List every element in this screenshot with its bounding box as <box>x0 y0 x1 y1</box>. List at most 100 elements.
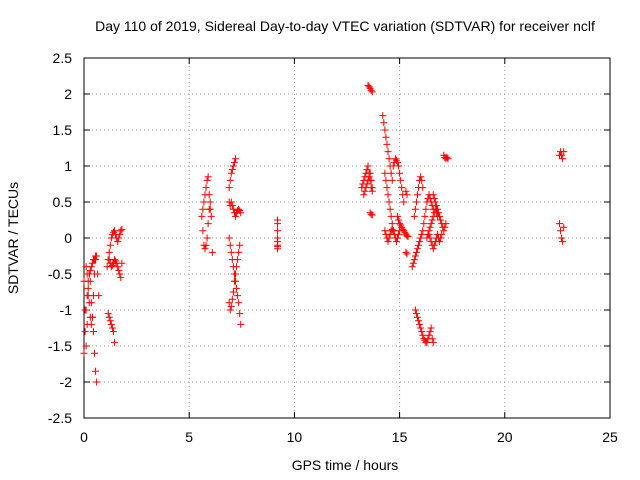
chart-title: Day 110 of 2019, Sidereal Day-to-day VTE… <box>95 18 595 34</box>
y-tick-label: -2 <box>60 374 73 390</box>
data-point-marker <box>367 176 375 184</box>
data-point-marker <box>396 169 404 177</box>
data-point-marker <box>81 328 89 336</box>
data-point-marker <box>226 176 234 184</box>
data-point-marker <box>393 158 401 166</box>
data-point-marker <box>82 306 90 314</box>
data-point-marker <box>385 155 393 163</box>
data-point-marker <box>404 233 412 241</box>
data-point-marker <box>384 238 392 246</box>
data-point-marker <box>83 270 91 278</box>
data-point-marker <box>114 238 122 246</box>
data-point-marker <box>416 238 424 246</box>
y-tick-label: 2.5 <box>53 50 73 66</box>
data-point-marker <box>199 205 207 213</box>
data-point-marker <box>227 169 235 177</box>
data-point-marker <box>385 234 393 242</box>
data-point-marker <box>402 248 410 256</box>
data-point-marker <box>230 277 238 285</box>
data-point-marker <box>367 86 375 94</box>
data-point-marker <box>274 227 282 235</box>
data-point-marker <box>105 313 113 321</box>
data-point-marker <box>560 223 568 231</box>
data-point-marker <box>437 216 445 224</box>
data-point-marker <box>225 234 233 242</box>
data-point-marker <box>105 248 113 256</box>
data-point-marker <box>418 176 426 184</box>
data-point-marker <box>429 191 437 199</box>
data-point-marker <box>440 227 448 235</box>
data-point-marker <box>225 184 233 192</box>
data-point-marker <box>395 216 403 224</box>
data-point-marker <box>84 284 92 292</box>
data-point-marker <box>408 263 416 271</box>
data-point-marker <box>415 317 423 325</box>
data-point-marker <box>403 232 411 240</box>
data-point-marker <box>411 306 419 314</box>
data-point-marker <box>558 151 566 159</box>
data-point-marker <box>444 155 452 163</box>
data-point-marker <box>200 198 208 206</box>
data-point-marker <box>367 210 375 218</box>
data-point-marker <box>402 187 410 195</box>
data-point-marker <box>360 191 368 199</box>
data-point-marker <box>106 241 114 249</box>
data-point-marker <box>413 245 421 253</box>
data-point-marker <box>230 158 238 166</box>
data-point-marker <box>393 212 401 220</box>
data-point-marker <box>95 292 103 300</box>
data-point-marker <box>198 212 206 220</box>
data-point-marker <box>202 184 210 192</box>
data-point-marker <box>233 284 241 292</box>
data-point-marker <box>368 211 376 219</box>
data-point-marker <box>84 277 92 285</box>
data-point-marker <box>429 245 437 253</box>
data-point-marker <box>107 320 115 328</box>
data-point-marker <box>228 295 236 303</box>
data-point-marker <box>236 241 244 249</box>
data-point-marker <box>362 184 370 192</box>
data-point-marker <box>412 248 420 256</box>
y-tick-label: -1 <box>60 302 73 318</box>
x-tick-label: 0 <box>80 429 88 445</box>
data-point-marker <box>437 234 445 242</box>
data-point-marker <box>107 263 115 271</box>
data-point-marker <box>428 335 436 343</box>
data-point-marker <box>438 230 446 238</box>
data-point-marker <box>409 259 417 267</box>
data-point-marker <box>88 259 96 267</box>
data-point-marker <box>432 202 440 210</box>
data-point-marker <box>413 191 421 199</box>
y-tick-label: 2 <box>64 86 72 102</box>
data-point-marker <box>400 227 408 235</box>
data-point-marker <box>82 263 90 271</box>
data-point-marker <box>382 133 390 141</box>
data-point-marker <box>87 320 95 328</box>
data-point-marker <box>114 263 122 271</box>
data-point-marker <box>226 241 234 249</box>
data-point-marker <box>420 220 428 228</box>
data-point-marker <box>425 331 433 339</box>
data-point-marker <box>229 288 237 296</box>
y-tick-label: 0.5 <box>53 194 73 210</box>
data-point-marker <box>430 194 438 202</box>
data-point-marker <box>416 320 424 328</box>
data-point-marker <box>427 324 435 332</box>
data-point-marker <box>426 234 434 242</box>
y-tick-label: 0 <box>64 230 72 246</box>
data-point-marker <box>226 306 234 314</box>
data-point-marker <box>363 166 371 174</box>
data-point-marker <box>86 266 94 274</box>
data-point-marker <box>428 216 436 224</box>
data-point-marker <box>116 230 124 238</box>
data-point-marker <box>558 234 566 242</box>
x-tick-label: 10 <box>287 429 303 445</box>
data-point-marker <box>403 250 411 258</box>
data-point-marker <box>441 223 449 231</box>
data-point-marker <box>82 342 90 350</box>
data-point-marker <box>419 184 427 192</box>
data-point-marker <box>388 225 396 233</box>
y-tick-label: 1 <box>64 158 72 174</box>
data-point-marker <box>400 198 408 206</box>
y-tick-label: -1.5 <box>48 338 72 354</box>
